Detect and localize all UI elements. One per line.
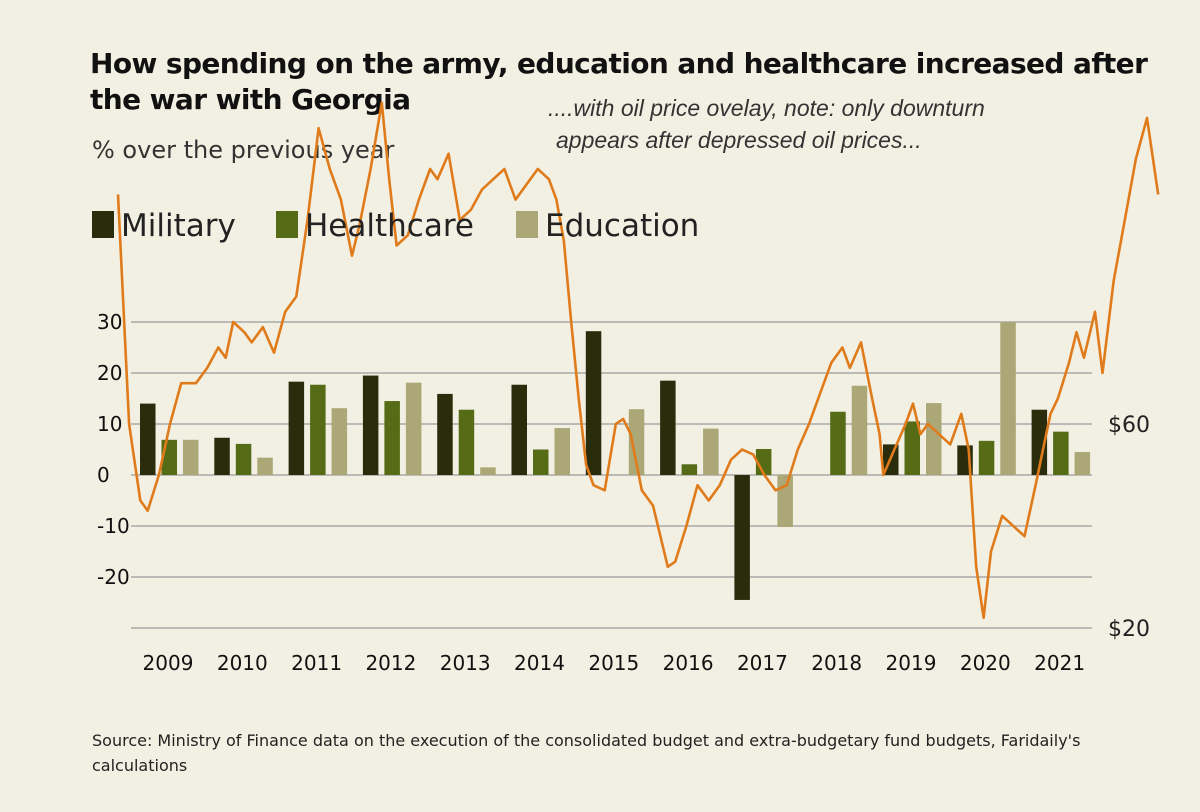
bar-military-2021 xyxy=(1031,409,1048,475)
x-tick-label: 2018 xyxy=(811,651,862,675)
bar-military-2015 xyxy=(585,331,602,475)
chart-title: How spending on the army, education and … xyxy=(90,47,1148,116)
bar-education-2015 xyxy=(628,409,645,475)
bar-education-2013 xyxy=(480,467,496,475)
bar-military-2013 xyxy=(437,393,453,475)
source-note: Source: Ministry of Finance data on the … xyxy=(92,731,1081,775)
oil-annotation: ....with oil price ovelay, note: only do… xyxy=(548,92,1108,156)
x-tick-label: 2010 xyxy=(217,651,268,675)
bar-education-2018 xyxy=(851,385,868,475)
legend-swatch-military xyxy=(92,211,114,238)
y-tick-label: -20 xyxy=(97,565,130,589)
bar-healthcare-2012 xyxy=(384,401,400,475)
bar-healthcare-2020 xyxy=(978,440,995,475)
bar-series xyxy=(140,322,1091,600)
x-tick-label: 2020 xyxy=(960,651,1011,675)
y-tick-label: 20 xyxy=(97,361,122,385)
x-tick-label: 2009 xyxy=(143,651,194,675)
bar-military-2016 xyxy=(660,380,676,475)
bar-military-2014 xyxy=(511,384,527,475)
bar-education-2020 xyxy=(1000,322,1016,475)
bar-military-2012 xyxy=(362,375,379,475)
y-tick-label: 30 xyxy=(97,310,122,334)
bar-healthcare-2013 xyxy=(458,409,475,475)
x-tick-label: 2014 xyxy=(514,651,565,675)
bar-education-2009 xyxy=(183,439,199,475)
bar-education-2016 xyxy=(703,428,719,475)
bar-healthcare-2018 xyxy=(830,411,846,475)
x-tick-label: 2015 xyxy=(588,651,639,675)
x-tick-label: 2019 xyxy=(886,651,937,675)
bar-healthcare-2014 xyxy=(533,449,549,475)
bar-education-2014 xyxy=(554,428,570,475)
bar-military-2009 xyxy=(140,403,156,475)
oil-price-overlay xyxy=(116,101,1160,620)
bar-education-2012 xyxy=(405,382,422,475)
legend-swatch-education xyxy=(516,211,538,238)
annotation-line-1: ....with oil price ovelay, note: only do… xyxy=(548,95,985,121)
bar-healthcare-2016 xyxy=(681,464,698,475)
oil-axis-label: $60 xyxy=(1108,413,1150,438)
legend: Military Healthcare Education xyxy=(92,208,699,244)
bar-healthcare-2019 xyxy=(904,421,920,475)
legend-label-healthcare: Healthcare xyxy=(305,208,474,244)
legend-label-education: Education xyxy=(545,208,699,244)
legend-label-military: Military xyxy=(121,208,236,244)
x-tick-label: 2017 xyxy=(737,651,788,675)
x-tick-label: 2012 xyxy=(365,651,416,675)
bar-education-2011 xyxy=(331,408,348,475)
bar-healthcare-2021 xyxy=(1053,431,1069,475)
x-tick-label: 2013 xyxy=(440,651,491,675)
chart-subtitle: % over the previous year xyxy=(92,136,395,164)
bar-education-2017 xyxy=(777,475,793,528)
x-tick-label: 2011 xyxy=(291,651,342,675)
y-tick-label: -10 xyxy=(97,514,130,538)
bar-education-2019 xyxy=(926,403,942,475)
bar-healthcare-2010 xyxy=(235,443,252,475)
bar-healthcare-2011 xyxy=(310,384,326,475)
x-tick-label: 2021 xyxy=(1034,651,1085,675)
bar-education-2021 xyxy=(1074,452,1091,475)
x-tick-label: 2016 xyxy=(663,651,714,675)
legend-swatch-healthcare xyxy=(276,211,298,238)
annotation-line-2: appears after depressed oil prices... xyxy=(556,127,922,153)
oil-axis-label: $20 xyxy=(1108,617,1150,642)
bar-education-2010 xyxy=(257,457,273,475)
bar-military-2017 xyxy=(734,475,750,600)
oil-price-line xyxy=(116,101,1160,620)
grid-lines xyxy=(131,321,1092,629)
y-tick-label: 0 xyxy=(97,463,110,487)
bar-military-2010 xyxy=(214,437,230,475)
y-tick-label: 10 xyxy=(97,412,122,436)
bar-military-2011 xyxy=(288,381,305,475)
